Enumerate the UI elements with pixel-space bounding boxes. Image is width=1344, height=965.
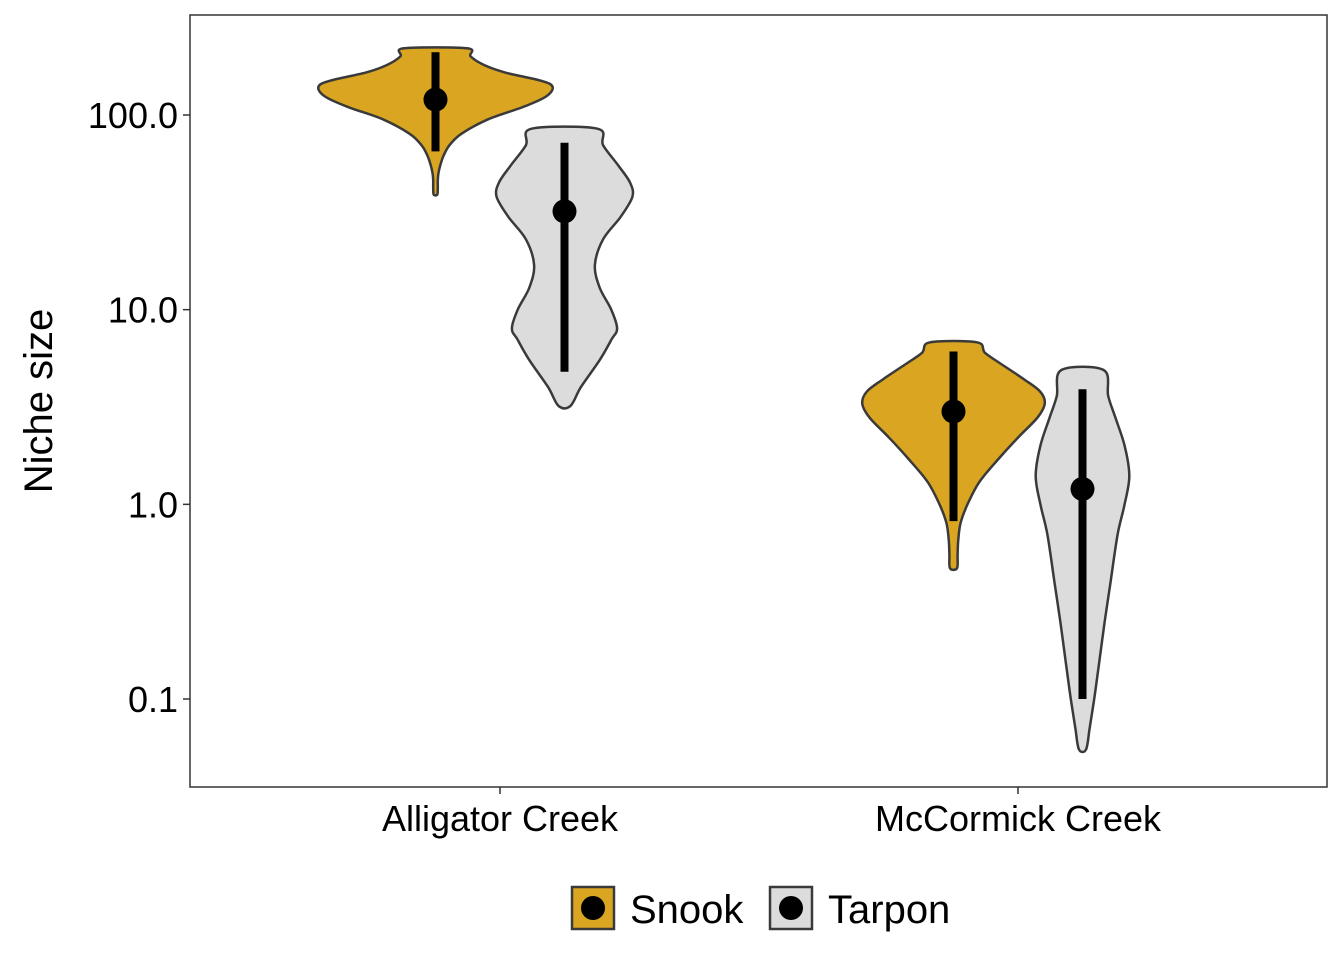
x-tick-label: McCormick Creek (875, 798, 1162, 839)
y-tick-label: 0.1 (128, 679, 178, 720)
median-point (941, 399, 966, 424)
legend-label: Snook (630, 888, 744, 932)
y-tick-label: 100.0 (88, 95, 178, 136)
legend-key-point (779, 896, 803, 920)
panel-border (189, 14, 1328, 788)
violins-layer (317, 46, 1131, 754)
y-axis: 0.1 1.0 10.0 100.0 (88, 95, 190, 720)
x-axis: Alligator Creek McCormick Creek (382, 787, 1162, 839)
y-tick-label: 10.0 (108, 290, 178, 331)
legend: Snook Tarpon (570, 885, 950, 932)
legend-label: Tarpon (828, 888, 950, 932)
legend-key-point (581, 896, 605, 920)
median-point (1070, 476, 1095, 501)
y-tick-label: 1.0 (128, 484, 178, 525)
median-point (423, 87, 448, 112)
median-point (552, 199, 577, 224)
x-tick-label: Alligator Creek (382, 798, 619, 839)
y-axis-title: Niche size (17, 309, 61, 494)
